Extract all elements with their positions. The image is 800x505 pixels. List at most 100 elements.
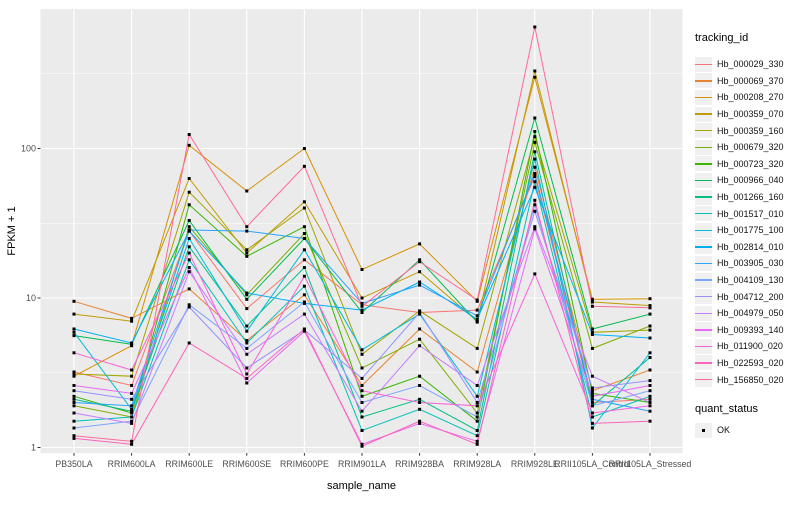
data-point-marker [648, 409, 652, 413]
data-point-marker [475, 298, 479, 302]
legend-item-Hb_022593_020: Hb_022593_020 [695, 355, 800, 372]
data-point-marker [360, 308, 364, 312]
data-point-marker [418, 421, 422, 425]
data-point-marker [245, 372, 249, 376]
data-point-marker [245, 381, 249, 385]
data-point-marker [72, 384, 76, 387]
data-point-marker [130, 439, 134, 443]
legend-label: Hb_000359_160 [717, 125, 784, 136]
data-point-marker [245, 189, 249, 193]
legend-title-tracking-id: tracking_id [695, 32, 749, 44]
data-point-marker [475, 370, 479, 374]
x-tick-label: RRIM600PE [280, 459, 329, 469]
data-point-marker [360, 348, 364, 352]
data-point-marker [187, 203, 191, 207]
data-point-marker [533, 165, 537, 169]
data-point-marker [245, 339, 249, 342]
legend-label: Hb_000966_040 [717, 175, 784, 186]
data-point-marker [533, 175, 537, 178]
line-swatch-icon [695, 123, 712, 139]
data-point-marker [130, 409, 134, 413]
data-point-marker [475, 439, 479, 443]
legend-label-ok: OK [717, 425, 731, 436]
data-point-marker [187, 251, 191, 255]
data-point-marker [130, 319, 134, 323]
data-point-marker [187, 303, 191, 307]
data-point-marker [533, 180, 537, 184]
data-point-marker [590, 327, 594, 331]
data-point-marker [72, 404, 76, 408]
data-point-marker [245, 291, 249, 295]
legend-item-ok: OK [695, 422, 800, 439]
data-point-marker [418, 270, 422, 274]
data-point-marker [590, 333, 594, 336]
data-point-marker [648, 306, 652, 310]
y-tick-label: 100 [21, 144, 36, 154]
data-point-marker [533, 75, 537, 79]
legend-label: Hb_156850_020 [717, 374, 784, 385]
legend-item-Hb_000359_070: Hb_000359_070 [695, 106, 800, 123]
data-point-marker [533, 185, 537, 189]
legend-label: Hb_001517_010 [717, 208, 784, 219]
data-point-marker [648, 336, 652, 340]
data-point-marker [648, 304, 652, 308]
data-point-marker [533, 272, 537, 276]
data-point-marker [130, 316, 134, 320]
data-point-marker [360, 384, 364, 387]
data-point-marker [130, 442, 134, 446]
legend-label: Hb_002814_010 [717, 241, 784, 252]
data-point-marker [475, 384, 479, 387]
data-point-marker [590, 300, 594, 304]
line-swatch-icon [695, 338, 712, 354]
data-point-marker [187, 225, 191, 229]
data-point-marker [72, 389, 76, 393]
data-point-marker [533, 225, 537, 229]
x-tick-label: RRII105LA_Control [554, 459, 630, 469]
legend-label: Hb_009393_140 [717, 324, 784, 335]
x-tick-label: RRIM901LA [338, 459, 386, 469]
legend-label: Hb_003905_030 [717, 258, 784, 269]
legend-item-Hb_156850_020: Hb_156850_020 [695, 371, 800, 388]
data-point-marker [475, 346, 479, 350]
legend-label: Hb_000029_330 [717, 59, 784, 70]
data-point-marker [187, 237, 191, 240]
data-point-marker [72, 312, 76, 316]
data-point-marker [130, 368, 134, 372]
x-axis-title: sample_name [327, 480, 396, 492]
data-point-marker [590, 346, 594, 350]
data-point-marker [475, 411, 479, 415]
x-axis: PB350LA RRIM600LA RRIM600LE RRIM600SE RRIM60… [55, 453, 691, 469]
data-point-marker [302, 164, 306, 168]
data-point-marker [590, 374, 594, 378]
legend-item-Hb_004712_200: Hb_004712_200 [695, 288, 800, 305]
legend-item-Hb_000208_270: Hb_000208_270 [695, 89, 800, 106]
data-point-marker [302, 274, 306, 278]
data-point-marker [475, 434, 479, 438]
data-point-marker [245, 248, 249, 252]
legend-items: Hb_000029_330 Hb_000069_370 Hb_000208_270 H… [695, 56, 800, 388]
data-point-marker [302, 327, 306, 331]
data-point-marker [360, 304, 364, 308]
data-point-marker [648, 394, 652, 398]
data-point-marker [418, 337, 422, 341]
data-point-marker [130, 397, 134, 401]
data-point-marker [418, 397, 422, 401]
data-point-marker [245, 376, 249, 380]
legend: tracking_id Hb_000029_330 Hb_000069_370 Hb… [695, 31, 800, 439]
line-swatch-icon [695, 89, 712, 105]
data-point-marker [72, 351, 76, 355]
data-point-marker [533, 209, 537, 213]
data-point-marker [360, 415, 364, 419]
data-point-marker [475, 419, 479, 423]
data-point-marker [533, 130, 537, 133]
data-point-marker [418, 280, 422, 284]
data-point-marker [533, 198, 537, 202]
data-point-marker [533, 157, 537, 161]
data-point-marker [418, 283, 422, 287]
data-point-marker [187, 143, 191, 147]
data-point-marker [360, 268, 364, 271]
data-point-marker [302, 258, 306, 262]
data-point-marker [648, 328, 652, 332]
data-point-marker [360, 376, 364, 380]
data-point-marker [302, 329, 306, 333]
